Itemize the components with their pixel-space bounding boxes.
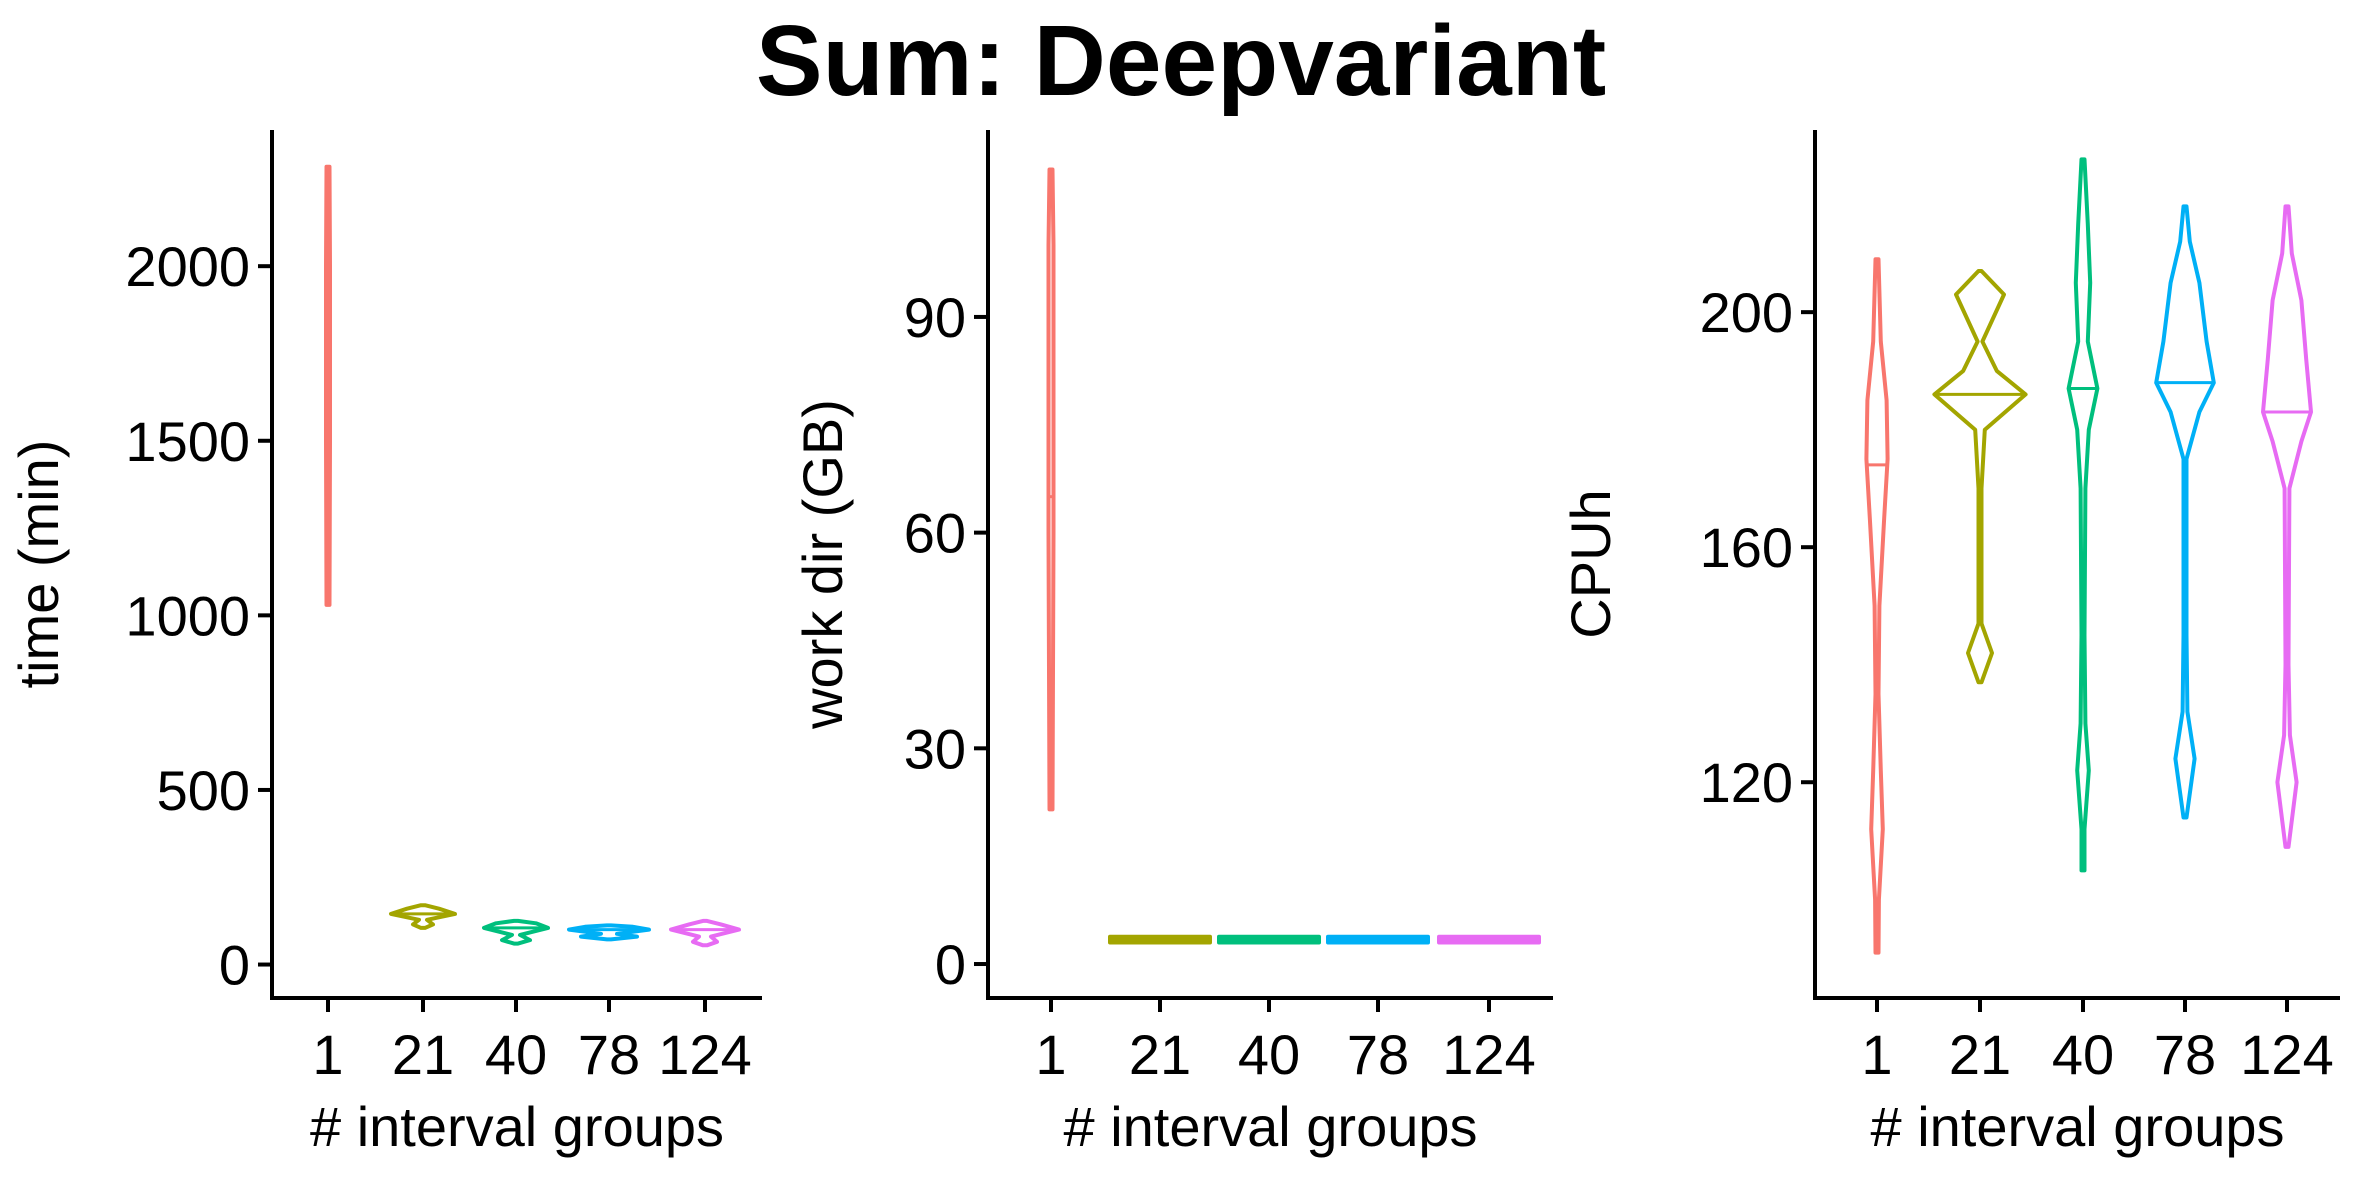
- x-tick-label: 124: [2240, 1023, 2333, 1086]
- y-tick-label: 160: [1700, 516, 1793, 579]
- x-axis-title: # interval groups: [310, 1095, 724, 1158]
- y-axis-title: CPUh: [1559, 489, 1622, 638]
- y-tick-label: 0: [219, 934, 250, 997]
- violin-124: [669, 918, 741, 948]
- x-tick-label: 124: [658, 1023, 751, 1086]
- violin-40: [482, 918, 550, 946]
- y-tick-label: 1500: [125, 410, 250, 473]
- x-tick-label: 1: [312, 1023, 343, 1086]
- y-tick-label: 0: [935, 933, 966, 996]
- y-axis-title: time (min): [7, 440, 70, 689]
- violin-40: [2066, 157, 2100, 873]
- x-tick-label: 1: [1861, 1023, 1892, 1086]
- y-tick-label: 60: [904, 502, 966, 565]
- y-axis-title: work dir (GB): [791, 399, 854, 730]
- x-tick-label: 1: [1035, 1023, 1066, 1086]
- violin-124: [2261, 204, 2313, 849]
- x-tick-label: 21: [1949, 1023, 2011, 1086]
- y-tick-label: 30: [904, 717, 966, 780]
- violin-21: [1932, 269, 2028, 685]
- violin-78: [567, 923, 651, 942]
- violin-78: [2154, 204, 2216, 820]
- y-tick-label: 120: [1700, 751, 1793, 814]
- x-tick-label: 78: [1347, 1023, 1409, 1086]
- x-tick-label: 124: [1442, 1023, 1535, 1086]
- x-axis-title: # interval groups: [1063, 1095, 1477, 1158]
- y-tick-label: 1000: [125, 584, 250, 647]
- x-tick-label: 78: [578, 1023, 640, 1086]
- x-tick-label: 40: [1238, 1023, 1300, 1086]
- y-tick-label: 200: [1700, 281, 1793, 344]
- violin-1: [324, 164, 332, 607]
- x-tick-label: 21: [1129, 1023, 1191, 1086]
- x-tick-label: 40: [2052, 1023, 2114, 1086]
- y-tick-label: 500: [157, 759, 250, 822]
- x-tick-label: 40: [485, 1023, 547, 1086]
- x-tick-label: 21: [392, 1023, 454, 1086]
- violin-21: [389, 903, 457, 930]
- y-tick-label: 90: [904, 286, 966, 349]
- chart-title: Sum: Deepvariant: [755, 5, 1607, 117]
- violin-1: [1046, 167, 1056, 812]
- y-tick-label: 2000: [125, 235, 250, 298]
- violin-1: [1864, 257, 1890, 955]
- x-axis-title: # interval groups: [1870, 1095, 2284, 1158]
- x-tick-label: 78: [2154, 1023, 2216, 1086]
